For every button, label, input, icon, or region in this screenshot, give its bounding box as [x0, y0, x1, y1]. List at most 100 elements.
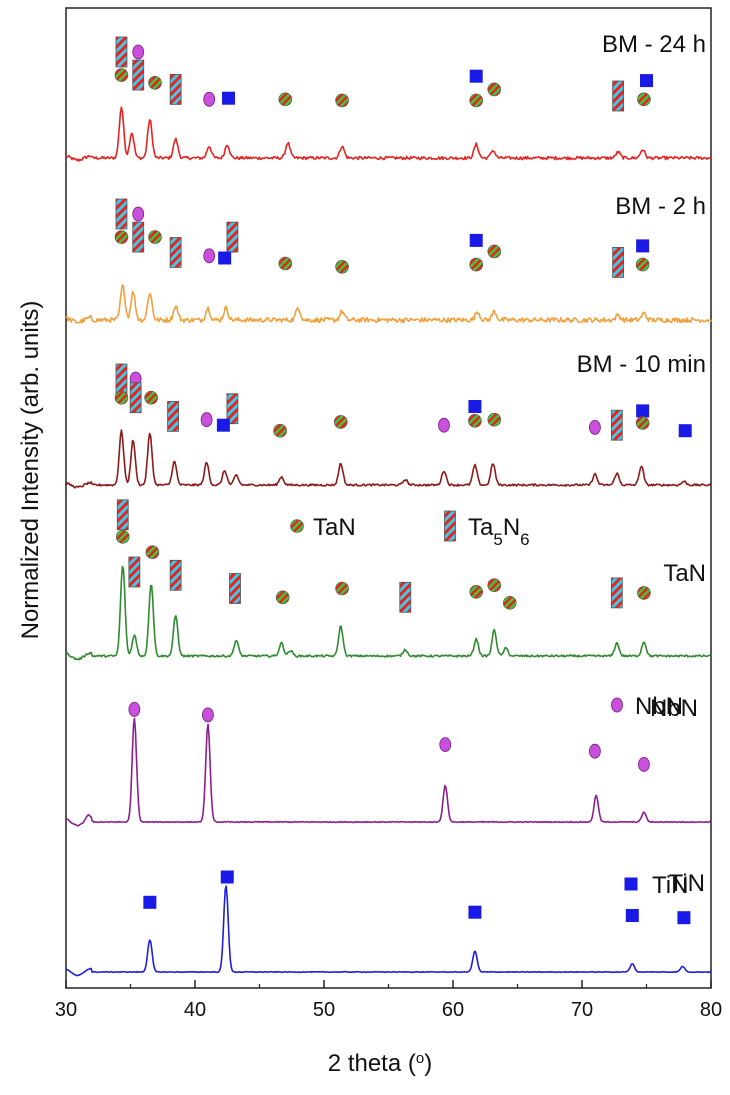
phase-marker-tan-1-10	[335, 259, 349, 274]
phase-marker-tan-3-3	[145, 545, 160, 560]
x-tick-label-1: 40	[184, 999, 206, 1021]
series-line-0	[65, 106, 712, 162]
phase-marker-tin-1-8	[218, 251, 232, 265]
phase-marker-nbn-1-7	[203, 248, 216, 264]
phase-marker-ta5n6-3-8	[399, 581, 412, 613]
series-label-1: BM - 2 h	[615, 193, 706, 220]
phase-marker-ta5n6-2-0	[115, 363, 128, 395]
phase-marker-tin-5-0	[143, 895, 157, 909]
phase-marker-tan-1-13	[469, 257, 484, 272]
phase-marker-tin-0-14	[640, 74, 653, 88]
phase-marker-tin-5-3	[625, 909, 639, 922]
x-tick-label-3: 60	[442, 999, 464, 1021]
legend-label-part-sub2: 6	[520, 530, 529, 549]
phase-marker-nbn-2-15	[589, 419, 601, 435]
phase-marker-tin-0-7	[222, 91, 236, 105]
x-axis: 30 40 50 60 70 80	[55, 980, 722, 1021]
phase-marker-tan-0-15	[637, 92, 651, 107]
x-axis-title-end: )	[424, 1050, 432, 1077]
phase-marker-tan-2-13	[487, 412, 502, 427]
phase-marker-ta5n6-3-5	[229, 573, 241, 604]
phase-marker-tan-3-11	[502, 595, 517, 610]
trace-labels: BM - 24 h BM - 2 h BM - 10 min TaN NbN TiN	[577, 31, 706, 897]
phase-marker-tan-2-14	[468, 413, 482, 428]
phase-marker-ta5n6-0-0	[115, 36, 128, 68]
phase-marker-tan-1-12	[487, 244, 502, 259]
series-label-4: NbN	[650, 695, 698, 722]
phase-marker-ta5n6-1-0	[115, 198, 128, 230]
x-tick-label-5: 80	[700, 999, 722, 1021]
legend-label-tin: TiN	[652, 872, 688, 899]
phase-marker-nbn-4-4	[638, 757, 650, 772]
phase-marker-ta5n6-2-5	[167, 400, 179, 432]
x-tick-label-4: 70	[571, 999, 593, 1021]
phase-marker-tan-0-2	[114, 68, 129, 82]
phase-marker-tan-0-9	[335, 93, 349, 108]
traces	[65, 106, 712, 977]
series-line-4	[65, 717, 712, 827]
phase-marker-tin-0-10	[469, 69, 483, 83]
phase-marker-tin-2-17	[636, 404, 650, 418]
legend-label-part-mid: N	[503, 514, 520, 541]
phase-marker-ta5n6-1-5	[169, 237, 182, 268]
phase-marker-nbn-4-0	[128, 702, 141, 717]
phase-marker-ta5n6-2-6	[226, 393, 239, 425]
series-line-2	[65, 429, 712, 489]
phase-marker-tan-0-11	[487, 82, 502, 97]
x-axis-title: 2 theta (o)	[328, 1050, 432, 1078]
phase-marker-ta5n6-1-3	[132, 221, 145, 253]
phase-marker-tin-1-15	[636, 239, 650, 253]
legend-label-ta5n6: Ta5N6	[468, 514, 530, 549]
phase-marker-tin-2-19	[678, 424, 692, 438]
phase-marker-ta5n6-1-14	[612, 246, 625, 278]
series-label-0: BM - 24 h	[602, 31, 706, 58]
x-tick-label-2: 50	[313, 999, 335, 1021]
phase-marker-tan-3-10	[487, 578, 502, 593]
phase-marker-tan-3-1	[115, 529, 130, 544]
phase-marker-nbn-4-1	[201, 707, 214, 723]
series-line-3	[65, 565, 712, 661]
x-axis-title-main: 2 theta (	[328, 1050, 416, 1077]
phase-marker-tin-5-2	[468, 905, 482, 919]
series-label-2: BM - 10 min	[577, 351, 706, 378]
phase-marker-ta5n6-3-4	[169, 559, 182, 591]
phase-marker-tin-5-1	[220, 870, 234, 884]
legend-marker-ta5n6	[444, 510, 456, 542]
phase-marker-ta5n6-2-3	[129, 382, 142, 414]
phase-markers	[114, 36, 692, 925]
x-axis-title-degree: o	[416, 1050, 424, 1067]
phase-marker-nbn-4-3	[589, 743, 601, 759]
phase-marker-ta5n6-3-12	[610, 577, 623, 609]
phase-marker-nbn-1-1	[132, 206, 145, 222]
phase-marker-tin-2-8	[216, 418, 230, 432]
phase-marker-nbn-0-6	[203, 91, 216, 107]
phase-marker-ta5n6-0-13	[612, 80, 625, 112]
legend-label-tan: TaN	[313, 514, 356, 541]
phase-marker-tin-1-11	[469, 233, 483, 247]
legend-label-part-sub1: 5	[493, 530, 502, 549]
y-axis-title: Normalized Intensity (arb. units)	[17, 301, 44, 640]
phase-marker-tan-1-2	[114, 230, 129, 244]
phase-marker-ta5n6-3-2	[128, 556, 141, 588]
phase-marker-nbn-2-7	[200, 412, 213, 428]
phase-marker-tan-1-16	[635, 257, 650, 272]
x-tick-label-0: 30	[55, 999, 77, 1021]
phase-marker-tan-0-4	[148, 76, 162, 90]
phase-marker-tan-2-9	[273, 423, 287, 438]
phase-marker-tan-3-13	[637, 586, 651, 600]
phase-marker-ta5n6-2-16	[610, 409, 623, 441]
phase-marker-ta5n6-1-6	[226, 221, 239, 253]
legend-label-nbn: NbN	[635, 693, 683, 720]
legend: TaN Ta5N6 NbN TiN	[290, 510, 688, 899]
series-line-5	[65, 885, 712, 977]
series-label-3: TaN	[663, 560, 706, 587]
phase-marker-tan-3-9	[469, 584, 484, 599]
plot-area: BM - 24 h BM - 2 h BM - 10 min TaN NbN TiN	[65, 7, 712, 989]
phase-marker-nbn-0-1	[132, 44, 145, 60]
legend-marker-tin	[624, 877, 638, 891]
phase-marker-tin-5-4	[677, 911, 691, 925]
series-label-5: TiN	[669, 870, 705, 897]
phase-marker-tan-2-4	[144, 390, 158, 405]
phase-marker-tin-2-12	[468, 400, 482, 413]
